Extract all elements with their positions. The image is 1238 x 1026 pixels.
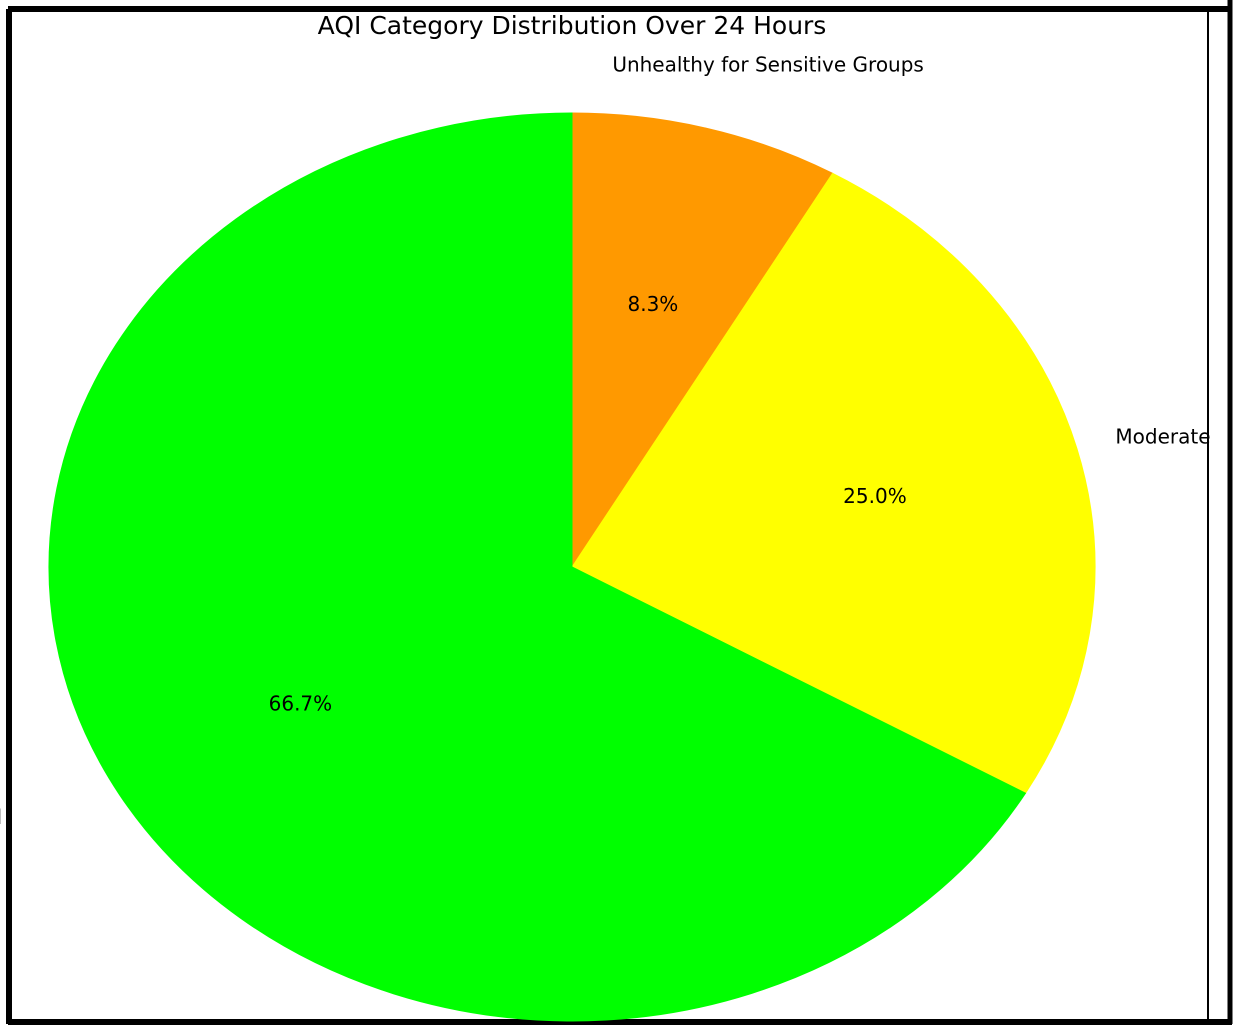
pie-slice-good [48,112,1027,1022]
pct-label-1: 8.3% [627,292,678,316]
pct-label-3: 66.7% [269,691,333,715]
pie-slice-unhealthy-for-sensitive-groups [571,112,834,569]
category-label-2: Moderate [1115,425,1210,449]
labels-layer: 8.3% Unhealthy for Sensitive Groups 25.0% M… [0,52,1211,829]
pct-label-2: 25.0% [843,484,907,508]
slices-layer [48,112,1096,1022]
pie-slice-moderate [571,172,1096,794]
category-label-3: Good [0,805,2,829]
category-label-1: Unhealthy for Sensitive Groups [612,52,924,76]
chart-title: AQI Category Distribution Over 24 Hours [318,11,827,40]
